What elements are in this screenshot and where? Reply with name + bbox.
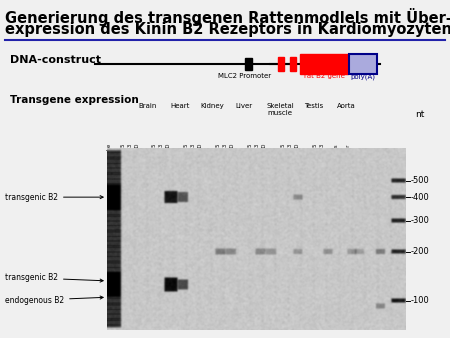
Text: nt: nt [415, 110, 424, 119]
Text: 5785: 5785 [248, 143, 253, 156]
Text: expression des Kinin B2 Rezeptors in Kardiomyozyten: expression des Kinin B2 Rezeptors in Kar… [5, 22, 450, 37]
Text: 5785: 5785 [313, 143, 318, 156]
Text: 5833: 5833 [320, 143, 325, 156]
Text: Testis: Testis [304, 103, 324, 109]
Text: -200: -200 [411, 247, 430, 256]
Text: Kidney: Kidney [200, 103, 224, 109]
Text: 5785: 5785 [281, 143, 286, 156]
Text: 5833: 5833 [288, 143, 293, 156]
Text: 5785: 5785 [121, 143, 126, 156]
Text: Generierung des transgenen Rattenmodlels mit Über-: Generierung des transgenen Rattenmodlels… [5, 8, 450, 26]
Text: -400: -400 [411, 193, 430, 202]
Text: 5785: 5785 [152, 143, 157, 156]
Text: MLC2 Promoter: MLC2 Promoter [218, 73, 271, 79]
Bar [278, 57, 284, 71]
Bar [245, 58, 252, 70]
Text: 5833: 5833 [255, 143, 260, 156]
Text: endogenous B2: endogenous B2 [5, 296, 103, 305]
Text: HG-cells: HG-cells [333, 143, 338, 165]
Bar [300, 54, 348, 74]
Text: SD: SD [230, 143, 235, 150]
Text: 5785: 5785 [184, 143, 189, 156]
Bar [349, 54, 377, 74]
Text: -100: -100 [411, 296, 430, 305]
Text: 5833: 5833 [159, 143, 164, 156]
Text: transgenic B2: transgenic B2 [5, 273, 103, 282]
Text: poly(A): poly(A) [351, 73, 375, 79]
Text: SD: SD [198, 143, 203, 150]
Text: rat B2 gene: rat B2 gene [304, 73, 344, 79]
Text: Liver: Liver [235, 103, 252, 109]
Text: probe: probe [107, 143, 112, 158]
Text: 5833: 5833 [128, 143, 133, 156]
Text: Marker: Marker [345, 143, 350, 162]
Text: Heart: Heart [170, 103, 190, 109]
Text: 5833: 5833 [223, 143, 228, 156]
Text: 5833: 5833 [191, 143, 196, 156]
Text: Transgene expression: Transgene expression [10, 95, 139, 105]
Text: -300: -300 [411, 216, 430, 225]
Text: transgenic B2: transgenic B2 [5, 193, 103, 202]
Text: DNA-construct: DNA-construct [10, 55, 101, 65]
Text: Brain: Brain [139, 103, 157, 109]
Text: Aorta: Aorta [337, 103, 356, 109]
Text: 5785: 5785 [216, 143, 221, 156]
Bar [290, 57, 296, 71]
Text: SD: SD [135, 143, 140, 150]
Text: SD: SD [295, 143, 300, 150]
Text: SD: SD [262, 143, 267, 150]
Text: Skeletal
muscle: Skeletal muscle [266, 103, 294, 116]
Text: SD: SD [166, 143, 171, 150]
Text: -500: -500 [411, 176, 430, 185]
